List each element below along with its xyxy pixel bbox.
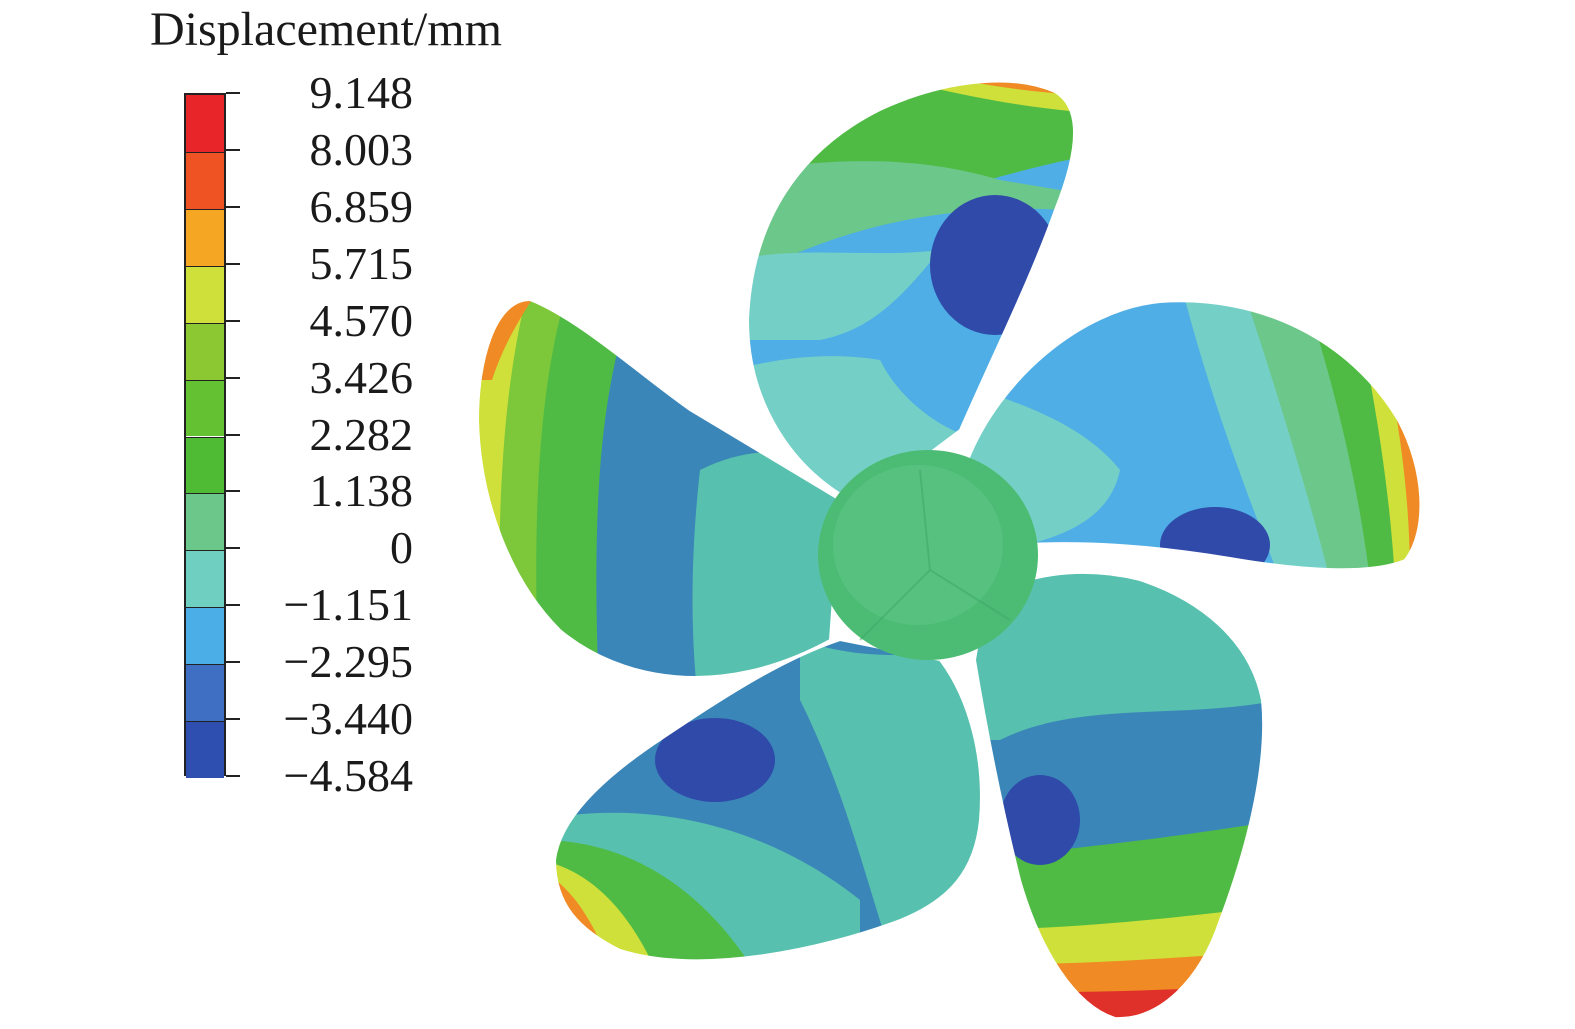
color-scale-bar [184, 93, 226, 778]
color-scale-tick-mark [226, 205, 240, 208]
legend-title: Displacement/mm [150, 3, 502, 56]
color-scale-swatch [186, 379, 224, 437]
color-scale-tick-label: 6.859 [309, 180, 414, 232]
color-scale-tick-label: −3.440 [283, 693, 413, 745]
color-scale-tick-label: −4.584 [283, 750, 413, 801]
color-scale-tick-label: −2.295 [283, 636, 413, 688]
color-scale-tick-label: 5.715 [309, 237, 414, 289]
color-scale-tick-label: −1.151 [283, 579, 413, 631]
color-scale-swatch [186, 322, 224, 380]
color-scale-tick-mark [226, 604, 240, 607]
color-scale-tick-label: 9.148 [309, 67, 414, 118]
color-scale-swatch [186, 436, 224, 494]
color-scale-swatch [186, 664, 224, 722]
color-scale-tick-label: 8.003 [309, 123, 414, 175]
color-scale-swatch [186, 95, 224, 152]
color-scale-tick-label: 3.426 [309, 351, 414, 403]
propeller-blade-bottom-right [975, 572, 1264, 1019]
color-scale-swatch [186, 208, 224, 266]
color-scale-tick-label: 4.570 [309, 294, 414, 346]
propeller-blade-bottom-left [555, 640, 981, 961]
color-scale-swatch [186, 721, 224, 778]
color-scale-tick-mark [226, 433, 240, 436]
color-scale-tick-mark [226, 376, 240, 379]
propeller-hub [818, 450, 1038, 660]
color-scale-swatch [186, 265, 224, 323]
color-scale-swatch [186, 151, 224, 209]
color-scale-tick-mark [226, 490, 240, 493]
color-scale-tick-mark [226, 661, 240, 664]
color-scale-swatch [186, 493, 224, 551]
color-scale-tick-mark [226, 92, 240, 94]
color-scale-tick-mark [226, 148, 240, 151]
color-scale-tick-label: 1.138 [309, 465, 414, 517]
color-scale-tick-mark [226, 718, 240, 721]
color-scale-tick-mark [226, 547, 240, 550]
color-scale-tick-mark [226, 775, 240, 777]
color-scale-tick-mark [226, 262, 240, 265]
color-scale-tick-label: 2.282 [309, 408, 414, 460]
color-scale-swatch [186, 550, 224, 608]
color-scale-tick-label: 0 [390, 522, 413, 574]
color-scale-swatch [186, 607, 224, 665]
color-scale-tick-mark [226, 319, 240, 322]
